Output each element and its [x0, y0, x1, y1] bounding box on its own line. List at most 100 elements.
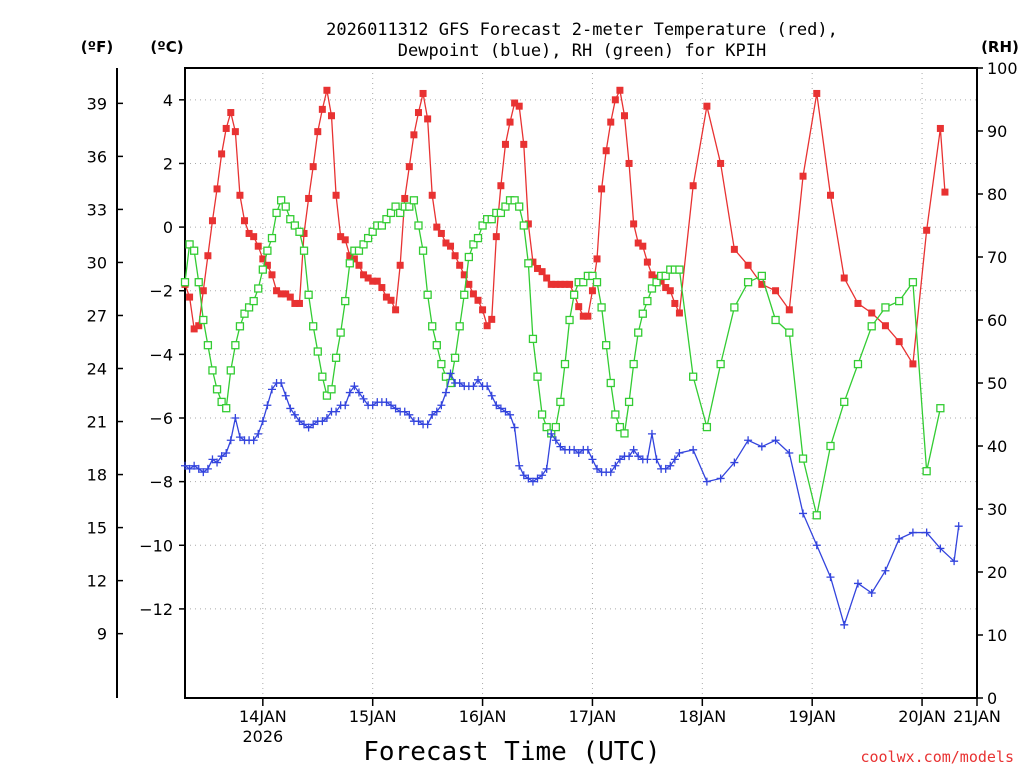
rh-point	[537, 410, 547, 419]
dewpoint-point	[551, 436, 560, 445]
x-tick-label: 18JAN	[678, 707, 726, 726]
dewpoint-point	[643, 455, 652, 464]
source-credit: coolwx.com/models	[860, 748, 1014, 766]
temperature-point	[195, 322, 203, 330]
temperature-point	[909, 360, 917, 368]
temperature-point	[483, 322, 491, 330]
rh-point	[867, 322, 876, 331]
rh-point	[524, 259, 533, 268]
temperature-point	[556, 280, 564, 288]
dewpoint-point	[181, 461, 189, 470]
dewpoint-point	[350, 382, 359, 391]
rh-point	[569, 290, 579, 299]
rh-point	[299, 246, 309, 255]
rh-point	[331, 353, 341, 362]
rh-point	[396, 208, 405, 218]
rh-point	[533, 372, 542, 381]
temperature-point	[190, 325, 198, 333]
rh-unit-label: (RH)	[981, 38, 1019, 56]
temperature-point	[378, 284, 386, 292]
fahrenheit-tick-label: 12	[87, 572, 107, 591]
dewpoint-point	[290, 410, 299, 419]
rh-point	[487, 215, 496, 224]
chart-title-line-1: 2026011312 GFS Forecast 2-meter Temperat…	[326, 20, 838, 40]
temperature-point	[277, 290, 285, 298]
x-tick-label: 17JAN	[569, 707, 617, 726]
temperature-point	[387, 296, 395, 304]
rh-point	[881, 303, 890, 312]
dewpoint-point	[487, 391, 496, 400]
dewpoint-point	[954, 522, 963, 531]
temperature-point	[501, 140, 509, 148]
x-tick-label: 15JAN	[349, 707, 397, 726]
temperature-point	[323, 86, 331, 94]
dewpoint-point	[258, 417, 267, 426]
dewpoint-point	[936, 544, 945, 553]
temperature-point	[662, 284, 670, 292]
dewpoint-point	[295, 417, 304, 426]
dewpoint-point	[647, 429, 656, 438]
rh-point	[368, 227, 377, 236]
rh-tick-label: 30	[987, 500, 1007, 519]
temperature-point	[497, 182, 505, 190]
rh-point	[313, 347, 322, 356]
temperature-point	[479, 306, 487, 314]
rh-point	[702, 422, 712, 432]
rh-tick-label: 20	[987, 563, 1007, 582]
dewpoint-point	[652, 455, 661, 464]
temperature-point	[254, 242, 262, 250]
rh-tick-label: 40	[987, 437, 1007, 456]
temperature-point	[643, 258, 651, 266]
temperature-point	[263, 261, 271, 269]
dewpoint-point	[629, 445, 638, 454]
dewpoint-point	[867, 589, 876, 597]
data-series	[180, 86, 963, 629]
temperature-point	[630, 220, 638, 228]
temperature-point	[392, 306, 400, 314]
rh-point	[235, 322, 245, 331]
dewpoint-point	[574, 449, 583, 457]
rh-point	[638, 309, 647, 318]
celsius-tick-label: 4	[163, 91, 173, 110]
temperature-point	[895, 338, 903, 346]
rh-point	[244, 303, 254, 312]
rh-point	[675, 265, 684, 274]
rh-point	[501, 202, 510, 211]
dewpoint-point	[473, 375, 482, 384]
rh-point	[652, 278, 661, 287]
rh-point	[199, 315, 208, 325]
temperature-point	[579, 312, 587, 320]
fahrenheit-tick-label: 24	[87, 360, 107, 379]
dewpoint-point	[190, 461, 199, 470]
temperature-point	[291, 299, 299, 307]
dewpoint-point	[519, 471, 528, 480]
series-temperature	[181, 86, 949, 368]
dewpoint-point	[300, 420, 309, 429]
temperature-point	[634, 239, 642, 247]
dewpoint-point	[689, 445, 698, 454]
dewpoint-point	[675, 449, 684, 457]
dewpoint-point	[213, 458, 222, 467]
temperature-point	[442, 239, 450, 247]
dewpoint-point	[771, 436, 780, 445]
dewpoint-point	[895, 534, 904, 543]
dewpoint-point	[611, 461, 620, 470]
dewpoint-point	[249, 436, 258, 445]
temperature-point	[460, 271, 468, 279]
dewpoint-point	[391, 404, 400, 413]
fahrenheit-tick-label: 21	[87, 413, 107, 432]
temperature-point	[469, 290, 477, 298]
rh-point	[611, 410, 620, 419]
rh-point	[620, 429, 629, 438]
rh-point	[730, 303, 739, 312]
rh-point	[588, 271, 597, 281]
dewpoint-point	[226, 436, 235, 445]
dewpoint-point	[277, 379, 286, 387]
rh-point	[281, 202, 290, 211]
temperature-point	[506, 118, 514, 126]
fahrenheit-tick-label: 27	[87, 306, 107, 325]
temperature-point	[552, 280, 560, 288]
dewpoint-point	[542, 464, 551, 473]
temperature-point	[625, 159, 633, 167]
